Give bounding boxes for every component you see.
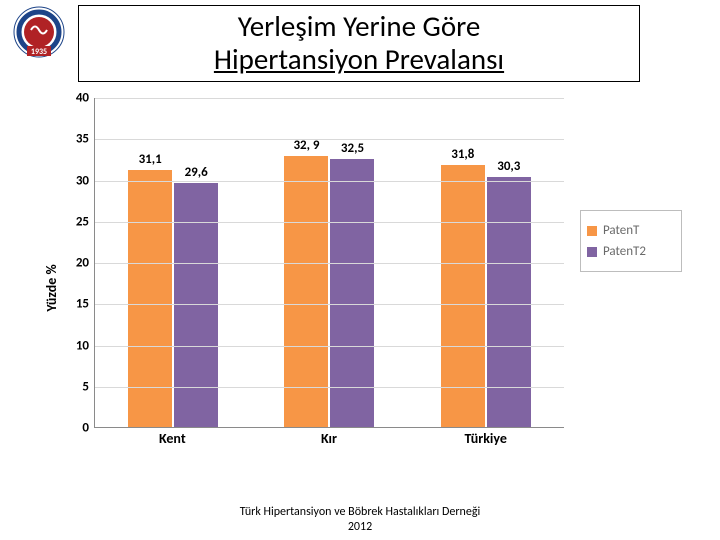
bar-value-label: 30,3 [497,159,520,174]
footer-line2: 2012 [348,520,372,534]
legend: PatenT PatenT2 [580,210,682,272]
grid-line [95,387,564,388]
legend-item: PatenT2 [587,244,675,259]
y-tick-label: 5 [82,379,89,394]
grid-line [95,98,564,99]
x-tick-label: Kent [94,430,251,454]
title-box: Yerleşim Yerine Göre Hipertansiyon Preva… [78,5,640,82]
y-axis-label: Yüzde % [43,264,60,311]
bar-value-label: 31,1 [139,152,162,167]
y-tick-label: 20 [76,256,89,271]
y-tick-label: 10 [76,338,89,353]
legend-swatch [587,247,597,257]
bar-value-label: 31,8 [451,147,474,162]
y-tick-label: 15 [76,297,89,312]
title-line2: Hipertansiyon Prevalansı [214,41,504,77]
legend-item: PatenT [587,223,675,238]
bar-value-label: 29,6 [185,165,208,180]
grid-line [95,346,564,347]
x-tick-label: Türkiye [407,430,564,454]
grid-line [95,222,564,223]
title-line1: Yerleşim Yerine Göre [238,8,481,44]
bar: 31,1 [128,170,172,427]
org-logo: 1935 [10,6,68,64]
footer-citation: Türk Hipertansiyon ve Böbrek Hastalıklar… [0,505,720,534]
legend-swatch [587,226,597,236]
legend-label: PatenT2 [603,244,646,259]
prevalence-chart: Yüzde % 31,129,632, 932,531,830,3 051015… [54,90,674,486]
bar-value-label: 32,5 [341,141,364,156]
footer-line1: Türk Hipertansiyon ve Böbrek Hastalıklar… [240,505,481,519]
grid-line [95,181,564,182]
grid-line [95,263,564,264]
page-title: Yerleşim Yerine Göre Hipertansiyon Preva… [214,10,504,77]
y-tick-label: 30 [76,173,89,188]
y-tick-label: 0 [82,421,89,436]
svg-text:1935: 1935 [31,47,47,57]
grid-line [95,304,564,305]
y-tick-label: 25 [76,214,89,229]
legend-label: PatenT [603,223,639,238]
bar: 30,3 [487,177,531,427]
grid-line [95,139,564,140]
y-tick-label: 35 [76,132,89,147]
plot-area: 31,129,632, 932,531,830,3 05101520253035… [94,98,564,428]
x-tick-label: Kır [251,430,408,454]
x-axis-labels: KentKırTürkiye [94,430,564,454]
y-tick-label: 40 [76,91,89,106]
